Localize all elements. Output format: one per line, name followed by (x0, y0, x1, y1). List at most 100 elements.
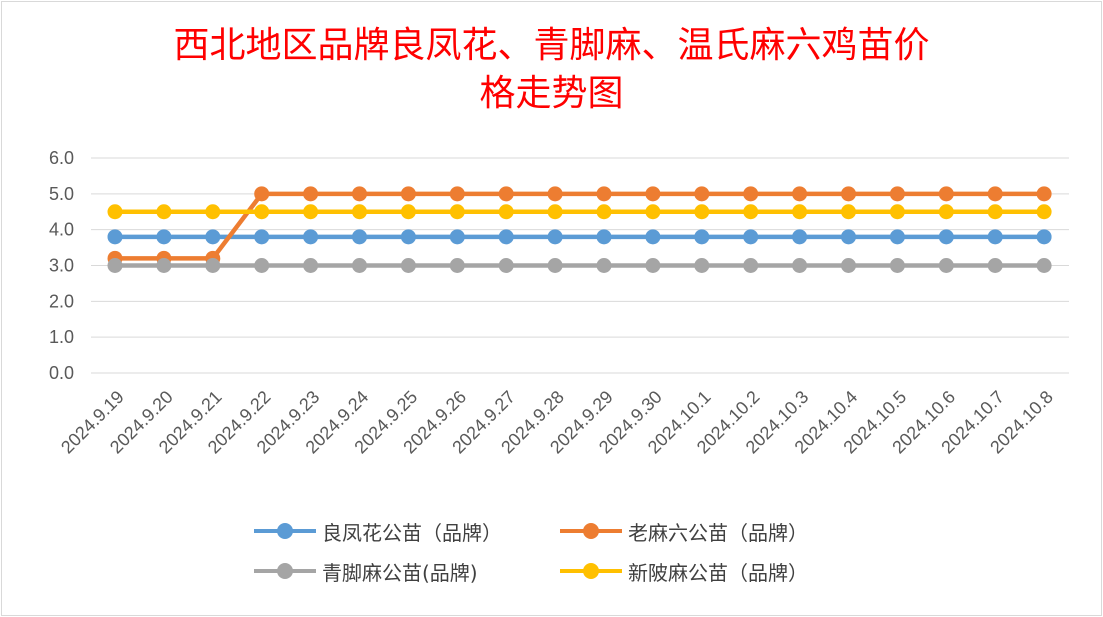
data-point (596, 204, 612, 220)
data-point (400, 204, 416, 220)
data-point (743, 258, 759, 273)
data-point (547, 229, 563, 245)
data-point (743, 229, 759, 245)
data-point (303, 229, 319, 245)
data-point (156, 258, 172, 273)
series-2 (107, 186, 1052, 266)
data-point (792, 258, 808, 273)
data-point (792, 186, 808, 202)
data-point (205, 258, 221, 273)
data-point (156, 229, 172, 245)
data-point (498, 204, 514, 220)
legend-item-4: 新陂麻公苗（品牌） (560, 556, 808, 586)
series-line (112, 191, 1047, 261)
legend-swatch-1 (254, 516, 316, 546)
data-point (938, 204, 954, 220)
y-tick-label: 5.0 (49, 184, 74, 204)
data-point (645, 229, 661, 245)
data-point (303, 204, 319, 220)
data-point (498, 258, 514, 273)
chart-title-line-2: 格走势图 (479, 73, 624, 114)
data-point (694, 258, 710, 273)
data-point (254, 229, 270, 245)
data-point (889, 186, 905, 202)
data-point (743, 186, 759, 202)
chart-title: 西北地区品牌良凤花、青脚麻、温氏麻六鸡苗价 格走势图 (0, 22, 1103, 118)
data-point (156, 204, 172, 220)
legend-item-2: 老麻六公苗（品牌） (560, 516, 808, 546)
data-point (352, 204, 367, 220)
data-point (498, 229, 514, 245)
legend-label-4: 新陂麻公苗（品牌） (628, 560, 808, 585)
chart-title-line-1: 西北地区品牌良凤花、青脚麻、温氏麻六鸡苗价 (173, 25, 930, 66)
data-point (1036, 229, 1052, 245)
data-point (254, 204, 270, 220)
data-point (987, 258, 1003, 273)
data-point (889, 229, 905, 245)
legend-marker-4 (583, 563, 599, 579)
data-point (254, 258, 270, 273)
data-point (547, 186, 563, 202)
data-point (987, 229, 1003, 245)
data-point (938, 258, 954, 273)
data-point (938, 229, 954, 245)
data-point (400, 258, 416, 273)
data-point (547, 258, 563, 273)
data-point (987, 186, 1003, 202)
data-point (792, 204, 808, 220)
data-point (303, 186, 319, 202)
data-point (1036, 186, 1052, 202)
data-point (1036, 204, 1052, 220)
data-point (596, 229, 612, 245)
data-point (889, 258, 905, 273)
data-point (547, 204, 563, 220)
data-point (107, 229, 123, 245)
data-point (449, 258, 465, 273)
data-point (645, 258, 661, 273)
x-axis-ticks: 2024.9.192024.9.202024.9.212024.9.222024… (57, 387, 1057, 458)
data-point (841, 186, 856, 202)
data-point (645, 204, 661, 220)
data-point (694, 204, 710, 220)
y-tick-label: 2.0 (49, 291, 74, 311)
data-point (352, 229, 367, 245)
data-point (449, 204, 465, 220)
legend-marker-1 (277, 523, 293, 539)
data-point (107, 258, 123, 273)
y-tick-label: 6.0 (49, 148, 74, 168)
y-tick-label: 0.0 (49, 363, 74, 383)
data-point (107, 204, 123, 220)
data-point (743, 204, 759, 220)
legend-marker-3 (277, 563, 293, 579)
legend-label-3: 青脚麻公苗(品牌) (322, 560, 478, 585)
y-axis-ticks: 0.0 1.0 2.0 3.0 4.0 5.0 6.0 (49, 148, 74, 383)
legend-swatch-3 (254, 556, 316, 586)
legend-swatch-2 (560, 516, 622, 546)
data-point (498, 186, 514, 202)
data-point (694, 186, 710, 202)
data-point (596, 186, 612, 202)
data-point (449, 229, 465, 245)
series-4 (107, 204, 1052, 220)
data-point (938, 186, 954, 202)
data-point (792, 229, 808, 245)
data-point (1036, 258, 1052, 273)
data-point (694, 229, 710, 245)
data-point (987, 204, 1003, 220)
y-tick-label: 1.0 (49, 327, 74, 347)
data-point (352, 258, 367, 273)
data-point (596, 258, 612, 273)
legend-swatch-4 (560, 556, 622, 586)
data-point (449, 186, 465, 202)
legend-item-3: 青脚麻公苗(品牌) (254, 556, 478, 586)
data-point (352, 186, 367, 202)
legend-label-2: 老麻六公苗（品牌） (628, 520, 808, 545)
data-point (841, 204, 856, 220)
series-3 (107, 258, 1052, 273)
data-point (205, 229, 221, 245)
data-point (303, 258, 319, 273)
y-tick-label: 3.0 (49, 256, 74, 276)
data-point (400, 229, 416, 245)
